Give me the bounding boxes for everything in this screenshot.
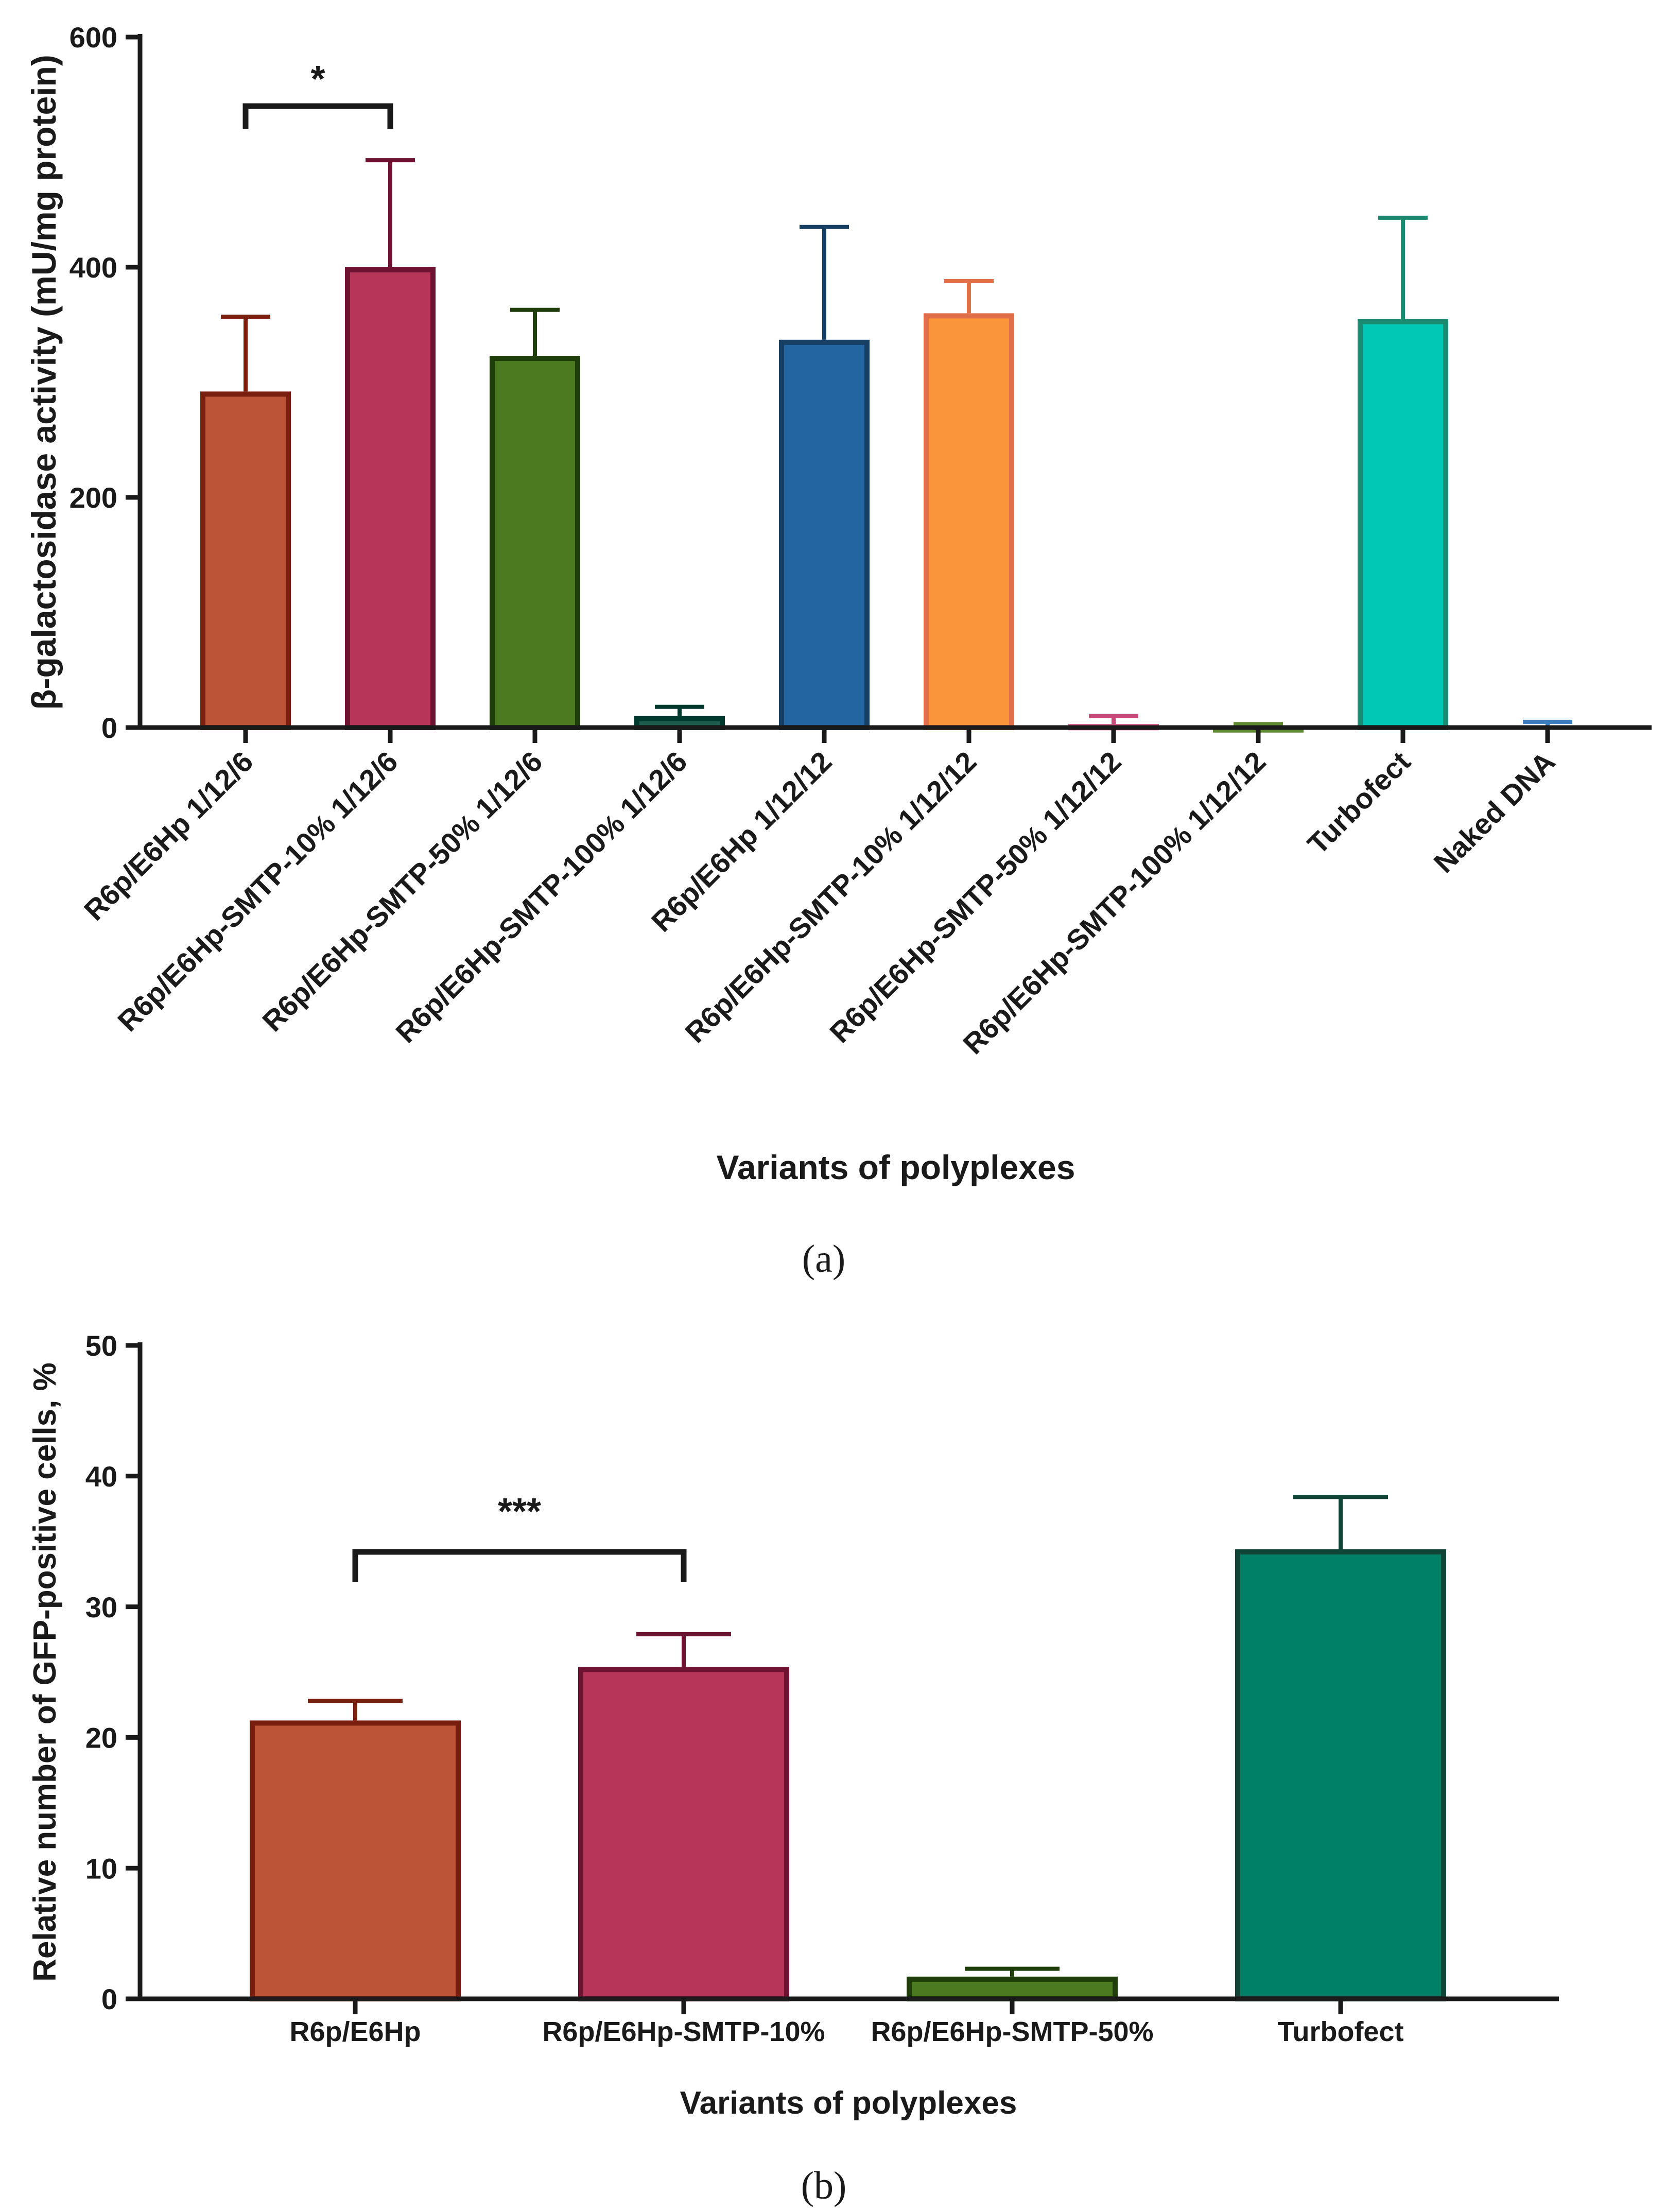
bar-1 xyxy=(345,267,436,730)
x-category-label-2: R6p/E6Hp-SMTP-50% xyxy=(871,2016,1153,2047)
significance-bracket-0 xyxy=(352,1549,687,1582)
x-category-label-9: Naked DNA xyxy=(1427,745,1561,879)
x-axis-title: Variants of polyplexes xyxy=(680,2085,1017,2121)
bar-1 xyxy=(578,1667,789,2001)
x-category-label-1: R6p/E6Hp-SMTP-10% xyxy=(542,2016,825,2047)
x-category-label-2: R6p/E6Hp-SMTP-50% 1/12/6 xyxy=(256,745,548,1038)
bar-0 xyxy=(250,1720,461,2001)
y-tick-label-1: 10 xyxy=(85,1852,117,1885)
chart-b: 0 10 20 30 40 50 R6p/E6Hp R6p/E6Hp-SMTP-10% R6p/… xyxy=(27,1329,1559,2207)
y-tick-label-4: 40 xyxy=(85,1460,117,1493)
bar-0 xyxy=(200,391,291,730)
y-axis-title: β-galactosidase activity (mU/mg protein) xyxy=(25,55,63,710)
y-axis-title: Relative number of GFP-positive cells, % xyxy=(27,1362,63,1981)
x-category-label-8: Turbofect xyxy=(1301,745,1416,860)
y-tick-label-5: 50 xyxy=(85,1329,117,1362)
x-category-label-1: R6p/E6Hp-SMTP-10% 1/12/6 xyxy=(111,745,404,1038)
x-category-label-3: Turbofect xyxy=(1278,2016,1404,2047)
y-tick-label-2: 400 xyxy=(70,251,117,284)
x-category-label-6: R6p/E6Hp-SMTP-50% 1/12/12 xyxy=(823,745,1127,1049)
x-category-label-5: R6p/E6Hp-SMTP-10% 1/12/12 xyxy=(679,745,982,1049)
bar-2 xyxy=(907,1976,1118,2002)
bar-8 xyxy=(1358,319,1448,730)
bar-3 xyxy=(1235,1549,1446,2001)
y-tick-label-0: 0 xyxy=(101,712,117,744)
panel-label: (b) xyxy=(801,2164,847,2207)
y-tick-label-3: 600 xyxy=(70,21,117,54)
significance-label-0: *** xyxy=(498,1491,541,1532)
x-category-label-7: R6p/E6Hp-SMTP-100% 1/12/12 xyxy=(957,745,1272,1060)
bar-5 xyxy=(924,313,1014,730)
x-category-label-3: R6p/E6Hp-SMTP-100% 1/12/6 xyxy=(389,745,693,1049)
significance-bracket-0 xyxy=(242,103,393,129)
bar-4 xyxy=(779,339,870,730)
y-tick-label-3: 30 xyxy=(85,1591,117,1623)
x-category-label-0: R6p/E6Hp xyxy=(289,2016,421,2047)
panel-label: (a) xyxy=(802,1237,845,1281)
y-tick-label-1: 200 xyxy=(70,481,117,514)
bar-2 xyxy=(490,356,580,730)
significance-label-0: * xyxy=(310,59,325,100)
x-axis-title: Variants of polyplexes xyxy=(717,1148,1075,1186)
y-tick-label-0: 0 xyxy=(101,1983,117,2015)
y-tick-label-2: 20 xyxy=(85,1722,117,1754)
